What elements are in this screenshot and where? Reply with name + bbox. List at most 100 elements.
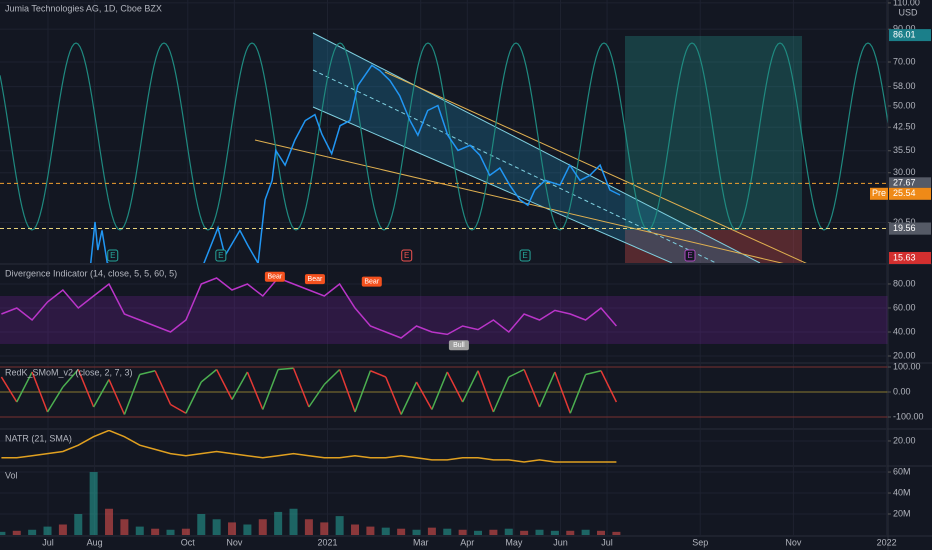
y-tick-label: 20M (893, 508, 911, 518)
event-label: E (687, 251, 692, 260)
band (0, 295, 888, 344)
momentum-segment (370, 370, 387, 378)
price-label: 19.56 (893, 223, 916, 233)
volume-bar (458, 529, 467, 535)
momentum-segment (62, 369, 79, 388)
y-tick-label: 35.50 (893, 145, 916, 155)
x-tick-label: 2022 (877, 537, 897, 547)
x-tick-label: May (505, 537, 523, 547)
momentum-segment (292, 367, 310, 408)
volume-bar (228, 522, 237, 535)
signal-box (264, 271, 285, 282)
volume-bar (43, 526, 52, 535)
y-tick-label: 60.00 (893, 302, 916, 312)
signal-box (304, 274, 325, 285)
channel-mid (312, 69, 717, 263)
price-label-box (889, 222, 931, 235)
x-tick-label: Mar (413, 537, 429, 547)
trend-line (254, 139, 784, 263)
momentum-segment (154, 370, 172, 405)
volume-bar (197, 514, 206, 535)
momentum-segment (16, 371, 33, 403)
volume-bar (320, 522, 329, 535)
chart-title: Jumia Technologies AG, 1D, Cboe BZX (5, 3, 162, 13)
volume-bar (443, 528, 452, 535)
momentum-segment (31, 371, 49, 413)
momentum-segment (139, 370, 156, 376)
volume-panel (0, 472, 621, 535)
y-tick-label: 50.00 (893, 100, 916, 110)
y-tick-label: -100.00 (893, 411, 924, 421)
price-line (90, 64, 621, 263)
panel-title: Divergence Indicator (14, close, 5, 5, 6… (5, 268, 177, 278)
momentum-segment (477, 370, 495, 413)
volume-bar (550, 530, 559, 535)
momentum-segment (246, 371, 264, 410)
y-tick-label: 90.00 (893, 24, 916, 34)
volume-bar (351, 524, 360, 535)
event-label: E (522, 251, 527, 260)
momentum-segment (185, 381, 202, 414)
signal-label: Bull (453, 342, 465, 349)
momentum-segment (123, 374, 141, 415)
y-tick-label: 42.50 (893, 122, 916, 132)
drawings (0, 32, 888, 263)
price-label: 15.63 (893, 252, 916, 262)
momentum-segment (278, 367, 294, 371)
volume-bar (597, 530, 606, 535)
y-tick-label: 60M (893, 466, 911, 476)
volume-bar (151, 528, 160, 535)
y-tick-label: 70.00 (893, 56, 916, 66)
momentum-segment (385, 376, 402, 415)
price-label-box (889, 29, 931, 42)
volume-bar (474, 530, 483, 535)
natr-line (1, 430, 617, 463)
momentum-segment (446, 371, 464, 403)
signal-label: Bear (308, 276, 323, 283)
event-marker (215, 249, 227, 262)
volume-bar (289, 508, 298, 535)
natr-panel (1, 430, 617, 463)
event-marker (519, 249, 531, 262)
x-tick-label: Oct (181, 537, 196, 547)
event-label: E (110, 251, 115, 260)
momentum-segment (170, 403, 187, 414)
y-tick-label: 40.00 (893, 326, 916, 336)
volume-bar (335, 516, 344, 535)
y-tick-label: 100.00 (893, 361, 921, 371)
momentum-segment (308, 384, 325, 408)
x-tick-label: Apr (460, 537, 474, 547)
axis-unit: USD (898, 7, 918, 17)
volume-bar (120, 519, 129, 535)
signal-label: Bear (364, 278, 379, 285)
momentum-segment (323, 368, 341, 386)
volume-bar (504, 528, 513, 535)
signal-box (361, 276, 382, 287)
cycle-wave (0, 42, 888, 231)
volume-bar (258, 519, 267, 535)
volume-bar (12, 530, 21, 535)
volume-bar (427, 527, 436, 535)
momentum-segment (431, 371, 448, 410)
momentum-segment (492, 376, 510, 413)
channel-top (312, 32, 761, 263)
volume-bar (566, 530, 575, 535)
x-tick-label: 2021 (318, 537, 338, 547)
y-tick-label: 40M (893, 487, 911, 497)
momentum-segment (92, 379, 110, 408)
x-tick-label: Jul (601, 537, 613, 547)
x-tick-label: Sep (692, 537, 708, 547)
event-marker (684, 249, 696, 262)
volume-bar (135, 526, 144, 535)
volume-bar (74, 514, 83, 535)
momentum-segment (0, 376, 18, 403)
momentum-segment (108, 379, 126, 415)
panel-title: RedK_SMoM_v2 (close, 2, 7, 3) (5, 367, 133, 377)
volume-bar (366, 526, 375, 535)
volume-bar (243, 524, 252, 535)
price-label-box (889, 177, 931, 190)
x-tick-label: Nov (226, 537, 243, 547)
